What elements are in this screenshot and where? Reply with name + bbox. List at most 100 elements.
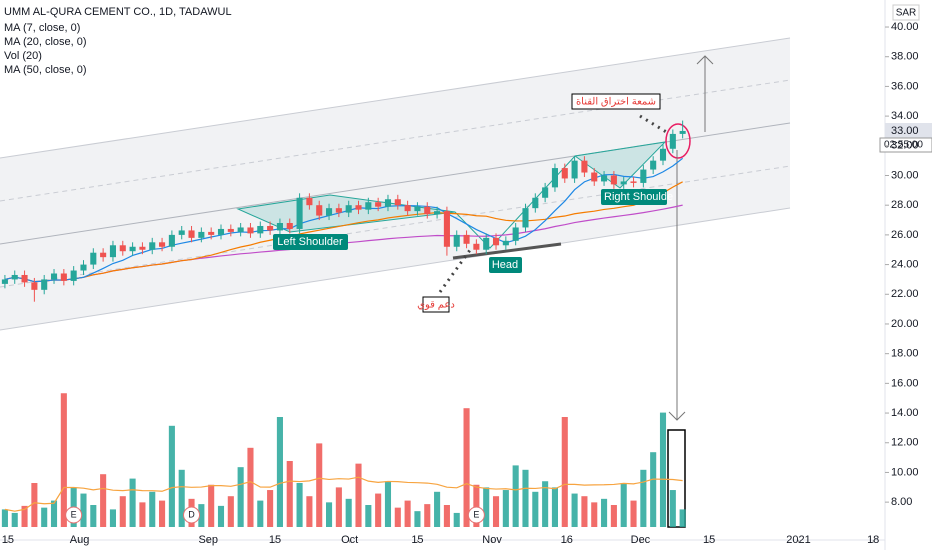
candle-body xyxy=(365,202,372,210)
note-box xyxy=(571,93,661,110)
x-tick-label: 15 xyxy=(411,534,423,546)
legend-item: MA (20, close, 0) xyxy=(4,36,87,48)
candle-body xyxy=(316,205,323,216)
candle-body xyxy=(335,208,342,213)
volume-bar xyxy=(1,509,8,527)
volume-bar xyxy=(679,509,686,527)
note: شمعة اختراق القناة xyxy=(576,97,656,108)
candle-body xyxy=(620,181,627,185)
volume-bar xyxy=(149,491,156,527)
candle-body xyxy=(276,223,283,231)
volume-bar xyxy=(316,443,323,527)
y-tick-label: 24.00 xyxy=(891,258,919,270)
y-tick-label: 36.00 xyxy=(891,80,919,92)
candle-body xyxy=(178,230,185,235)
candle-body xyxy=(561,168,568,179)
volume-bar xyxy=(512,465,519,527)
y-tick-label: 34.00 xyxy=(891,110,919,122)
candle-body xyxy=(679,130,686,134)
x-tick-label: Sep xyxy=(198,534,218,546)
x-tick-label: 2021 xyxy=(786,534,810,546)
candle-body xyxy=(483,237,490,250)
candle-body xyxy=(306,197,313,206)
candle-body xyxy=(345,205,352,213)
pattern-label: Right Shoulde xyxy=(604,191,673,203)
volume-bar xyxy=(276,417,283,527)
volume-bar xyxy=(483,487,490,527)
candle-body xyxy=(414,206,421,212)
pattern-label: Left Shoulder xyxy=(277,236,343,248)
volume-bar xyxy=(591,502,598,527)
channel-line xyxy=(0,37,791,159)
y-tick-label: 26.00 xyxy=(891,229,919,241)
event-label: E xyxy=(71,509,77,519)
volume-bar xyxy=(473,484,480,527)
y-tick-label: 10.00 xyxy=(891,466,919,478)
volume-bar xyxy=(119,496,126,527)
volume-bar xyxy=(443,505,450,527)
volume-bar xyxy=(659,412,667,527)
candle-body xyxy=(601,175,608,182)
candle-body xyxy=(640,169,647,183)
candle-body xyxy=(139,246,146,250)
legend-item: Vol (20) xyxy=(4,50,42,62)
candle-body xyxy=(571,160,578,179)
candle-body xyxy=(11,274,18,280)
note: دعم قوي xyxy=(417,300,455,311)
candle-body xyxy=(60,273,67,281)
volume-bar xyxy=(90,505,97,527)
volume-bar xyxy=(650,452,657,527)
candle-body xyxy=(257,225,264,234)
volume-bar xyxy=(394,507,401,527)
channel-line xyxy=(0,207,791,331)
candle-body xyxy=(404,205,411,212)
highlight-circle xyxy=(665,123,691,159)
legend-item: MA (7, close, 0) xyxy=(4,22,80,34)
volume-bar xyxy=(542,481,549,527)
y-tick-label: 40.00 xyxy=(891,21,919,33)
volume-bar xyxy=(414,511,421,527)
candle-body xyxy=(227,228,234,232)
volume-bar xyxy=(453,512,460,527)
pattern-label: Head xyxy=(492,259,518,271)
volume-bar xyxy=(424,504,431,527)
candle-body xyxy=(394,199,401,206)
volume-bar xyxy=(434,491,441,527)
candle-body xyxy=(669,133,676,149)
countdown: 02:55:00 xyxy=(884,140,923,151)
volume-highlight xyxy=(667,429,686,528)
volume-bar xyxy=(640,469,647,527)
volume-bar xyxy=(168,425,175,527)
volume-bar xyxy=(601,498,608,527)
candle-body xyxy=(50,273,58,280)
volume-bar xyxy=(11,512,18,527)
candle-body xyxy=(512,227,519,241)
candle-body xyxy=(41,279,48,290)
candle-body xyxy=(453,234,460,247)
event-label: D xyxy=(188,509,195,519)
candle-body xyxy=(70,270,77,281)
volume-bar xyxy=(60,393,67,527)
volume-bar xyxy=(581,496,588,527)
volume-bar xyxy=(109,509,117,527)
y-tick-label: 20.00 xyxy=(891,318,919,330)
x-tick-label: 15 xyxy=(703,534,715,546)
candle-body xyxy=(129,246,136,252)
event-label: E xyxy=(473,509,479,519)
label-box xyxy=(489,257,522,273)
volume-bar xyxy=(237,467,244,527)
volume-bar xyxy=(463,408,470,527)
candle-body xyxy=(21,274,28,283)
volume-bar xyxy=(80,493,87,527)
volume-bar xyxy=(355,463,362,527)
volume-bar xyxy=(551,487,559,527)
candle-body xyxy=(100,252,107,258)
x-tick-label: Nov xyxy=(482,534,502,546)
volume-bar xyxy=(159,500,166,527)
event-marker xyxy=(183,506,201,524)
candle-body xyxy=(532,197,539,209)
arrow-head xyxy=(696,55,714,65)
candle-body xyxy=(522,208,529,228)
candle-body xyxy=(502,240,509,246)
